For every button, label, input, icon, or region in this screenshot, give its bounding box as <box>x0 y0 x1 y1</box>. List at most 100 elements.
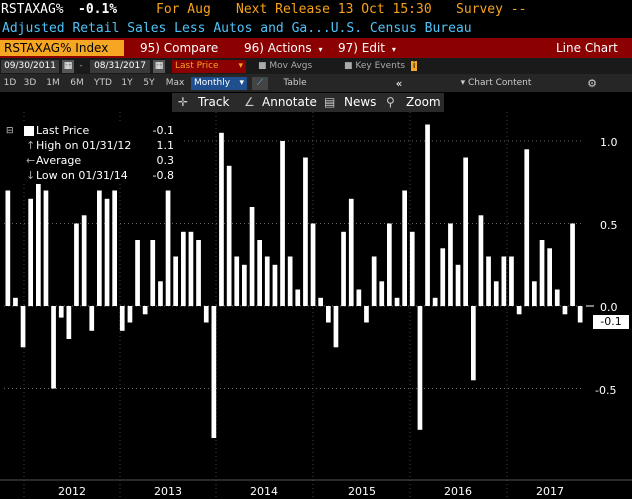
bar[interactable] <box>242 264 247 307</box>
bar[interactable] <box>493 281 499 307</box>
bar[interactable] <box>165 190 171 307</box>
bar[interactable] <box>409 231 415 307</box>
annotate-icon[interactable]: ∠ <box>244 95 255 109</box>
actions-menu[interactable]: 96) Actions ▾ <box>244 40 322 56</box>
bar[interactable] <box>272 264 278 307</box>
info-icon[interactable]: i <box>410 61 418 71</box>
bar[interactable] <box>97 190 102 307</box>
bar[interactable] <box>570 223 575 307</box>
bar[interactable] <box>181 231 186 307</box>
collapse-icon[interactable]: ⊟ <box>6 126 14 136</box>
bar[interactable] <box>539 240 545 306</box>
bar[interactable] <box>173 256 178 307</box>
bar[interactable] <box>516 306 522 315</box>
bar[interactable] <box>13 297 18 307</box>
bar[interactable] <box>119 306 125 331</box>
bar[interactable] <box>20 306 26 348</box>
bar[interactable] <box>509 256 514 307</box>
chart-mode-icon[interactable]: ⟋ <box>252 77 268 90</box>
bar[interactable] <box>394 297 400 307</box>
bar[interactable] <box>387 223 392 307</box>
period-button[interactable]: 1Y <box>121 78 133 88</box>
track-button[interactable]: Track <box>198 95 230 109</box>
bar[interactable] <box>112 190 117 307</box>
bar[interactable] <box>5 190 11 307</box>
bar[interactable] <box>89 306 95 331</box>
mov-avgs-toggle[interactable]: ■ Mov Avgs <box>258 60 328 73</box>
bar[interactable] <box>36 124 41 307</box>
chart-type-label[interactable]: Line Chart <box>556 41 618 55</box>
bar[interactable] <box>226 165 232 307</box>
price-field-dropdown[interactable]: Last Price ▾ <box>172 60 246 73</box>
bar[interactable] <box>440 248 446 307</box>
bar[interactable] <box>295 289 301 307</box>
bar[interactable] <box>333 306 339 348</box>
calendar-icon[interactable]: ▦ <box>153 60 165 73</box>
bar[interactable] <box>135 240 140 306</box>
bar[interactable] <box>326 306 331 323</box>
bar[interactable] <box>524 149 530 307</box>
bar[interactable] <box>478 215 484 307</box>
bar[interactable] <box>264 256 270 307</box>
bar[interactable] <box>28 198 33 307</box>
start-date-field[interactable]: 09/30/2011 <box>1 60 59 73</box>
bar[interactable] <box>341 231 346 307</box>
bar[interactable] <box>371 256 377 307</box>
bar[interactable] <box>74 223 79 307</box>
bar[interactable] <box>234 256 240 307</box>
period-button[interactable]: 3D <box>23 78 37 88</box>
bar[interactable] <box>188 231 194 307</box>
bar[interactable] <box>287 256 293 307</box>
bar[interactable] <box>127 306 133 323</box>
bar[interactable] <box>81 215 87 307</box>
zoom-icon[interactable]: ⚲ <box>386 95 395 109</box>
gear-icon[interactable]: ⚙ <box>587 77 597 90</box>
bar[interactable] <box>51 306 56 389</box>
security-field[interactable]: RSTAXAG% Index <box>0 40 124 56</box>
frequency-dropdown[interactable]: Monthly ▾ <box>191 77 247 90</box>
bar[interactable] <box>432 297 438 307</box>
bar[interactable] <box>318 297 323 307</box>
bar[interactable] <box>158 281 163 307</box>
bar[interactable] <box>104 198 110 307</box>
period-button[interactable]: 5Y <box>143 78 155 88</box>
bar[interactable] <box>356 289 362 307</box>
bar[interactable] <box>348 198 354 307</box>
bar[interactable] <box>364 306 369 323</box>
collapse-left-icon[interactable]: « <box>395 77 403 90</box>
key-events-toggle[interactable]: ■ Key Events i <box>344 60 428 73</box>
bar[interactable] <box>501 256 507 307</box>
bar[interactable] <box>402 190 407 307</box>
period-button[interactable]: 6M <box>70 78 84 88</box>
annotate-button[interactable]: Annotate <box>262 95 317 109</box>
bar[interactable] <box>196 240 201 306</box>
bar[interactable] <box>58 306 64 318</box>
bar[interactable] <box>547 248 552 307</box>
bar[interactable] <box>379 281 385 307</box>
chart-content-button[interactable]: ▾ Chart Content <box>456 77 536 90</box>
bar[interactable] <box>219 132 224 307</box>
calendar-icon[interactable]: ▦ <box>62 60 74 73</box>
zoom-button[interactable]: Zoom <box>406 95 441 109</box>
bar[interactable] <box>211 306 217 438</box>
bar[interactable] <box>554 289 560 307</box>
bar[interactable] <box>66 306 72 339</box>
bar[interactable] <box>486 256 491 307</box>
bar[interactable] <box>280 141 285 306</box>
period-button[interactable]: 1D <box>3 78 17 88</box>
legend-item[interactable]: ⊟ Last Price -0.1 <box>4 124 182 138</box>
bar[interactable] <box>577 306 583 323</box>
bar[interactable] <box>249 207 255 306</box>
compare-button[interactable]: 95) Compare <box>140 41 219 55</box>
period-button[interactable]: YTD <box>94 78 112 88</box>
track-icon[interactable]: ✛ <box>178 95 189 109</box>
bar[interactable] <box>471 306 476 381</box>
news-icon[interactable]: ▤ <box>324 95 336 109</box>
bar[interactable] <box>257 240 262 306</box>
bar[interactable] <box>448 223 453 307</box>
bar[interactable] <box>142 306 148 315</box>
bar[interactable] <box>425 124 430 307</box>
period-button[interactable]: Max <box>165 78 185 88</box>
bar[interactable] <box>417 306 423 430</box>
